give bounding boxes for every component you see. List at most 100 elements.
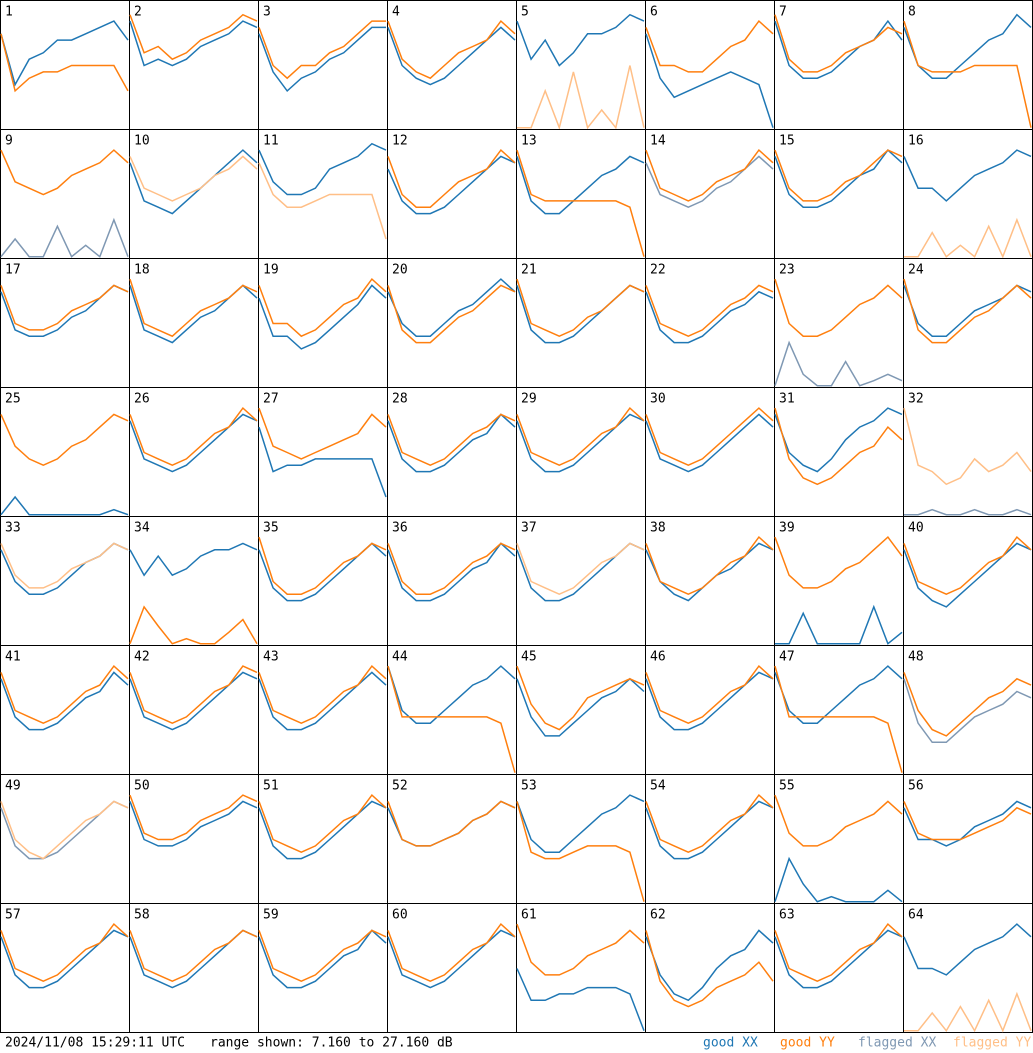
panel-label: 20 [392, 263, 408, 278]
panel-label: 23 [779, 263, 795, 278]
trace [903, 20, 1032, 128]
trace [774, 278, 903, 337]
trace [0, 800, 129, 860]
panel-label: 42 [134, 650, 150, 665]
panel-frame [0, 903, 130, 1033]
panel-label: 1 [5, 5, 13, 20]
trace [904, 217, 1032, 259]
panel-label: 51 [263, 779, 279, 794]
trace [129, 665, 258, 725]
trace [774, 148, 903, 208]
panel-label: 29 [521, 392, 537, 407]
trace [516, 968, 645, 1031]
trace [774, 535, 903, 589]
panel-label: 56 [908, 779, 924, 794]
trace [0, 20, 129, 87]
panel-label: 58 [134, 908, 150, 923]
range-text: range shown: 7.160 to 27.160 dB [210, 1036, 453, 1051]
trace [774, 149, 903, 202]
trace [129, 800, 258, 847]
panel-label: 55 [779, 779, 795, 794]
panel-label: 40 [908, 521, 924, 536]
trace [903, 678, 1032, 744]
trace [0, 284, 129, 331]
panel-label: 38 [650, 521, 666, 536]
trace [129, 278, 258, 338]
panel-label: 2 [134, 5, 142, 20]
trace [516, 149, 645, 257]
trace [0, 413, 129, 467]
timestamp: 2024/11/08 15:29:11 UTC [5, 1036, 185, 1051]
panel-label: 54 [650, 779, 666, 794]
trace [0, 33, 129, 93]
trace [904, 991, 1032, 1033]
panel-frame [903, 387, 1033, 517]
trace [903, 923, 1032, 976]
trace [0, 929, 129, 989]
trace [516, 413, 645, 473]
trace [645, 33, 774, 128]
panel-label: 15 [779, 134, 795, 149]
panel-label: 16 [908, 134, 924, 149]
panel-frame [258, 387, 388, 517]
trace [645, 930, 774, 1008]
panel-frame [129, 0, 259, 130]
panel-label: 14 [650, 134, 666, 149]
trace [258, 536, 387, 595]
trace [129, 929, 258, 983]
panel-label: 18 [134, 263, 150, 278]
panel-label: 59 [263, 908, 279, 923]
panel-label: 34 [134, 521, 150, 536]
panel-frame [516, 0, 646, 130]
panel-label: 46 [650, 650, 666, 665]
panel-label: 53 [521, 779, 537, 794]
panel-frame [645, 903, 775, 1033]
panel-label: 4 [392, 5, 400, 20]
trace [129, 20, 258, 67]
panel-label: 11 [263, 134, 279, 149]
panel-label: 35 [263, 521, 279, 536]
trace [129, 542, 258, 577]
trace [0, 217, 129, 258]
panel-frame [0, 129, 130, 259]
trace [645, 929, 774, 1002]
trace [774, 19, 903, 79]
trace [774, 794, 903, 847]
trace [516, 13, 645, 67]
trace [258, 800, 387, 860]
trace [258, 26, 386, 93]
trace [645, 413, 774, 473]
trace [258, 407, 387, 460]
trace [387, 155, 516, 215]
panel-label: 57 [5, 908, 21, 923]
trace [774, 922, 903, 983]
panel-label: 62 [650, 908, 666, 923]
trace [645, 664, 774, 725]
trace [258, 929, 387, 989]
trace [903, 149, 1032, 202]
trace [904, 508, 1032, 516]
trace [129, 406, 258, 467]
trace [0, 671, 129, 731]
trace [645, 800, 774, 860]
panel-label: 10 [134, 134, 150, 149]
trace [645, 407, 774, 467]
trace [387, 542, 516, 595]
panel-label: 48 [908, 650, 924, 665]
panel-label: 41 [5, 650, 21, 665]
trace [516, 155, 645, 215]
panel-label: 5 [521, 5, 529, 20]
panel-frame [774, 387, 904, 517]
panel-label: 19 [263, 263, 279, 278]
panel-frame [387, 129, 517, 259]
trace [387, 922, 516, 983]
panel-label: 22 [650, 263, 666, 278]
trace [903, 278, 1032, 344]
panel-label: 25 [5, 392, 21, 407]
trace [258, 142, 387, 196]
trace [387, 19, 516, 80]
panel-label: 27 [263, 392, 279, 407]
trace [0, 664, 129, 725]
trace [258, 671, 387, 731]
trace [903, 13, 1032, 79]
